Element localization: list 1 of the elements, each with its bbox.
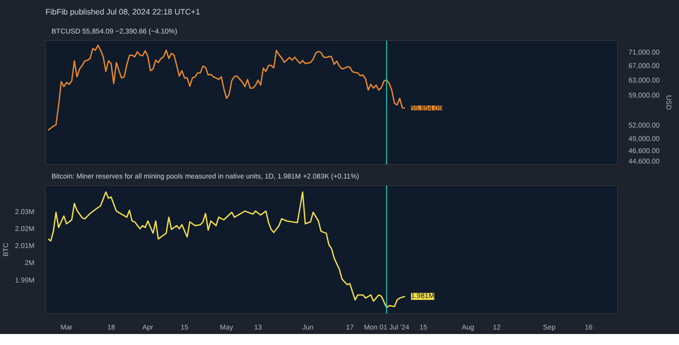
- chart-title: FibFib published Jul 08, 2024 22:18 UTC+1: [46, 8, 201, 16]
